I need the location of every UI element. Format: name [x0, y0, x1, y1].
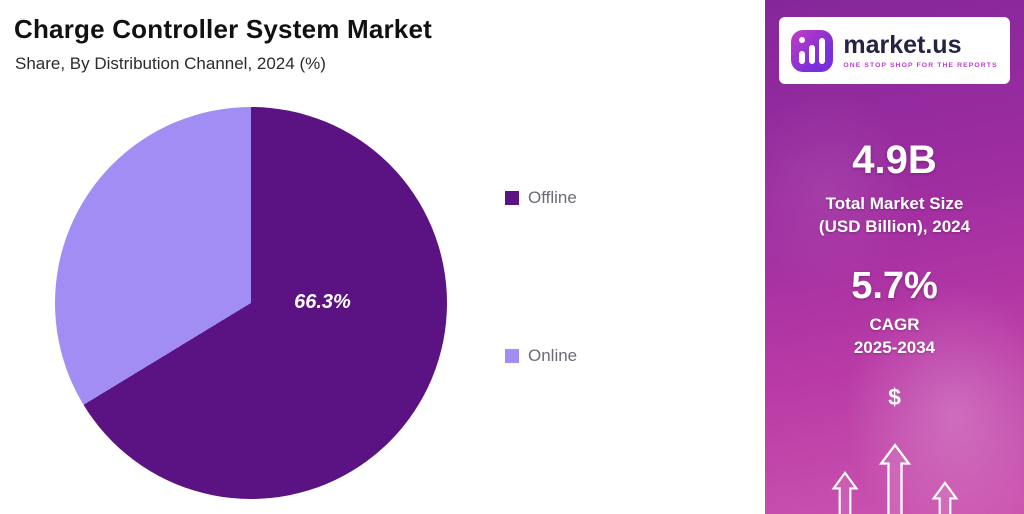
chart-subtitle: Share, By Distribution Channel, 2024 (%): [15, 54, 326, 73]
pie-slice-data-label: 66.3%: [294, 291, 351, 314]
legend-item-online: Online: [505, 346, 577, 366]
cagr-label: CAGR 2025-2034: [854, 314, 935, 360]
brand-text-block: market.us ONE STOP SHOP FOR THE REPORTS: [843, 30, 998, 69]
brand-tagline: ONE STOP SHOP FOR THE REPORTS: [843, 61, 998, 69]
legend-label-online: Online: [528, 346, 578, 365]
growth-arrows-icon: [827, 442, 963, 514]
chart-legend: Offline Online: [505, 188, 577, 366]
cagr-value: 5.7%: [851, 264, 938, 307]
up-arrow-icon: [831, 471, 858, 514]
legend-swatch-online: [505, 349, 519, 363]
up-arrow-icon: [931, 481, 958, 514]
market-size-value: 4.9B: [852, 138, 937, 182]
dollar-symbol: $: [888, 383, 901, 410]
cagr-label-line1: CAGR: [869, 314, 920, 334]
pie-chart: 66.3%: [55, 107, 447, 499]
market-size-label-line1: Total Market Size: [825, 194, 964, 213]
cagr-label-line2: 2025-2034: [853, 337, 936, 357]
stats-panel: market.us ONE STOP SHOP FOR THE REPORTS …: [765, 0, 1024, 514]
legend-item-offline: Offline: [505, 188, 577, 208]
stats-content: 4.9B Total Market Size (USD Billion), 20…: [765, 0, 1024, 514]
chart-area: Charge Controller System Market Share, B…: [14, 14, 578, 499]
market-size-label: Total Market Size (USD Billion), 2024: [819, 193, 970, 239]
brand-name: market.us: [843, 30, 962, 59]
marketus-bars-icon: [791, 29, 834, 72]
legend-swatch-offline: [505, 191, 519, 205]
up-arrow-icon: [878, 443, 911, 514]
brand-logo-card: market.us ONE STOP SHOP FOR THE REPORTS: [779, 17, 1010, 84]
chart-title: Charge Controller System Market: [14, 14, 432, 44]
legend-label-offline: Offline: [528, 188, 577, 207]
market-size-label-line2: (USD Billion), 2024: [818, 216, 971, 236]
